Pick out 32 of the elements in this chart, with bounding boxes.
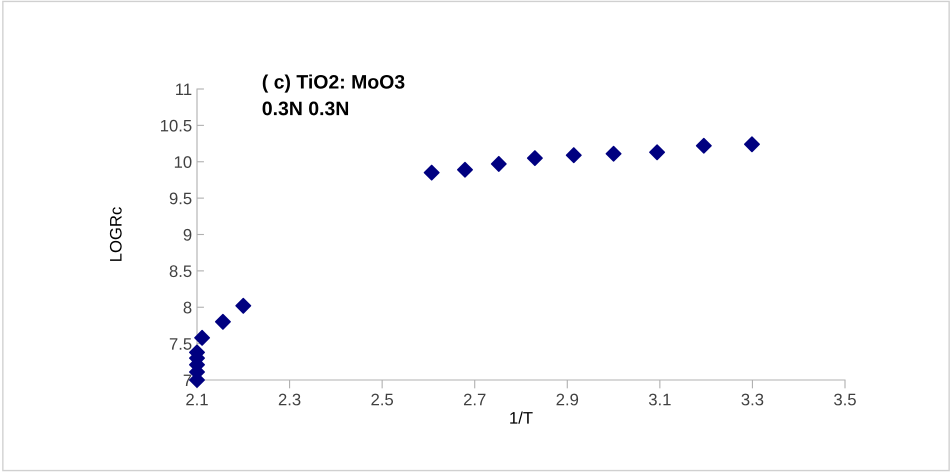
point [526, 150, 543, 166]
x-tick-label: 3.3 [741, 394, 764, 406]
point [696, 138, 712, 154]
y-tick-label: 10.5 [160, 120, 192, 132]
y-tick-label: 7 [184, 374, 192, 386]
x-tick-label: 2.5 [371, 394, 394, 406]
point [490, 156, 507, 172]
y-tick-label: 9.5 [170, 192, 192, 204]
point [194, 330, 210, 346]
x-axis-title: 1/T [510, 412, 533, 424]
y-tick-label: 9 [184, 228, 192, 241]
x-tick-label: 2.9 [556, 394, 578, 406]
point [744, 136, 760, 152]
point [235, 298, 252, 314]
x-tick-label: 3.1 [648, 394, 671, 406]
x-tick-label: 2.7 [464, 394, 486, 406]
point [424, 164, 440, 181]
y-tick-label: 10 [174, 156, 192, 168]
x-tick-label: 2.1 [186, 394, 208, 406]
point [457, 162, 473, 178]
point [566, 147, 582, 164]
x-tick-label: 3.5 [834, 394, 856, 406]
x-tick-label: 2.3 [278, 394, 300, 406]
point [649, 144, 666, 160]
y-tick-label: 11 [176, 84, 192, 96]
y-tick-label: 8 [184, 302, 192, 314]
y-axis-title: LOGRc [110, 207, 122, 261]
point [214, 314, 231, 330]
y-tick-label: 7.5 [170, 338, 192, 350]
chart-title: ( c) TiO2: MoO3 0.3N 0.3N [262, 74, 404, 116]
y-tick-label: 8.5 [170, 265, 192, 278]
point [606, 146, 622, 162]
